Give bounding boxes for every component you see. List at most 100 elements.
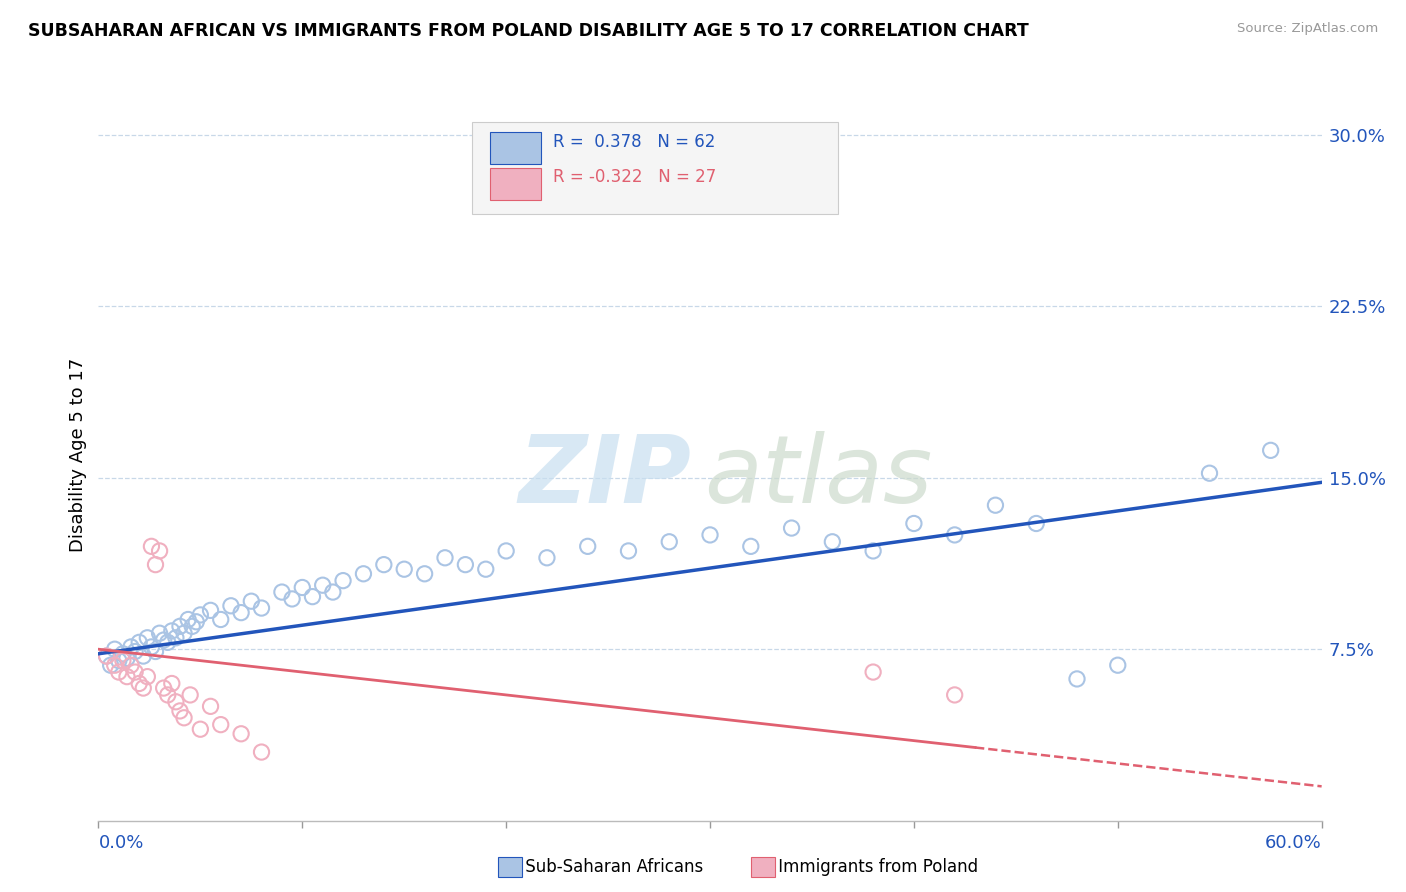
Point [141,640,163,654]
Point [250,745,273,759]
FancyBboxPatch shape [489,132,541,164]
Point [231,727,253,741]
Point [903,516,925,531]
Point [186,615,208,629]
Point [124,665,146,679]
Point [943,688,966,702]
Point [115,670,138,684]
Y-axis label: Disability Age 5 to 17: Disability Age 5 to 17 [69,358,87,552]
Point [332,574,354,588]
Point [149,544,172,558]
Point [1198,466,1220,480]
Text: R =  0.378   N = 62: R = 0.378 N = 62 [554,133,716,151]
Point [136,631,159,645]
Point [152,681,174,695]
Point [104,658,127,673]
Point [132,649,155,664]
Point [536,550,558,565]
Point [173,711,195,725]
Point [128,635,150,649]
Point [658,534,681,549]
Point [250,601,273,615]
Text: SUBSAHARAN AFRICAN VS IMMIGRANTS FROM POLAND DISABILITY AGE 5 TO 17 CORRELATION : SUBSAHARAN AFRICAN VS IMMIGRANTS FROM PO… [28,22,1029,40]
Point [209,717,232,731]
Point [617,544,640,558]
Text: R = -0.322   N = 27: R = -0.322 N = 27 [554,169,717,186]
Point [181,619,204,633]
Point [576,539,599,553]
Point [862,544,884,558]
Point [209,613,232,627]
Point [152,633,174,648]
Point [96,649,118,664]
Point [943,528,966,542]
Point [165,631,187,645]
Point [100,658,122,673]
FancyBboxPatch shape [471,122,838,213]
Point [145,644,167,658]
Point [1066,672,1088,686]
Point [291,581,314,595]
Text: atlas: atlas [704,432,932,523]
Point [495,544,517,558]
Point [108,665,131,679]
Point [169,704,191,718]
Point [179,688,201,702]
Point [862,665,884,679]
Point [322,585,344,599]
Point [219,599,242,613]
Point [124,644,146,658]
Point [173,626,195,640]
Point [200,603,222,617]
Point [115,651,138,665]
Point [281,591,304,606]
Point [1107,658,1129,673]
Point [128,676,150,690]
Point [104,642,127,657]
Point [149,626,172,640]
Point [200,699,222,714]
Point [120,640,142,654]
Point [312,578,335,592]
Point [188,723,212,737]
Point [392,562,416,576]
Point [177,613,200,627]
Point [111,647,134,661]
Point [165,695,187,709]
Point [96,649,118,664]
Text: ZIP: ZIP [519,431,692,523]
Point [111,654,134,668]
Point [231,606,253,620]
Point [301,590,323,604]
Point [169,619,191,633]
Point [108,654,131,668]
Point [156,688,179,702]
Point [454,558,477,572]
Point [780,521,803,535]
Point [1260,443,1282,458]
Point [188,607,212,622]
Point [132,681,155,695]
Point [811,196,834,211]
Point [240,594,263,608]
Text: Source: ZipAtlas.com: Source: ZipAtlas.com [1237,22,1378,36]
Point [120,658,142,673]
Point [474,562,498,576]
Point [740,539,762,553]
Point [270,585,294,599]
Point [434,550,457,565]
Point [160,624,183,638]
Point [1025,516,1047,531]
FancyBboxPatch shape [489,169,541,201]
Text: 60.0%: 60.0% [1265,834,1322,852]
Point [145,558,167,572]
Text: Immigrants from Poland: Immigrants from Poland [773,858,979,876]
Text: Sub-Saharan Africans: Sub-Saharan Africans [520,858,703,876]
Point [373,558,395,572]
Point [821,534,844,549]
Point [156,635,179,649]
Point [141,539,163,553]
Text: 0.0%: 0.0% [98,834,143,852]
Point [136,670,159,684]
Point [413,566,436,581]
